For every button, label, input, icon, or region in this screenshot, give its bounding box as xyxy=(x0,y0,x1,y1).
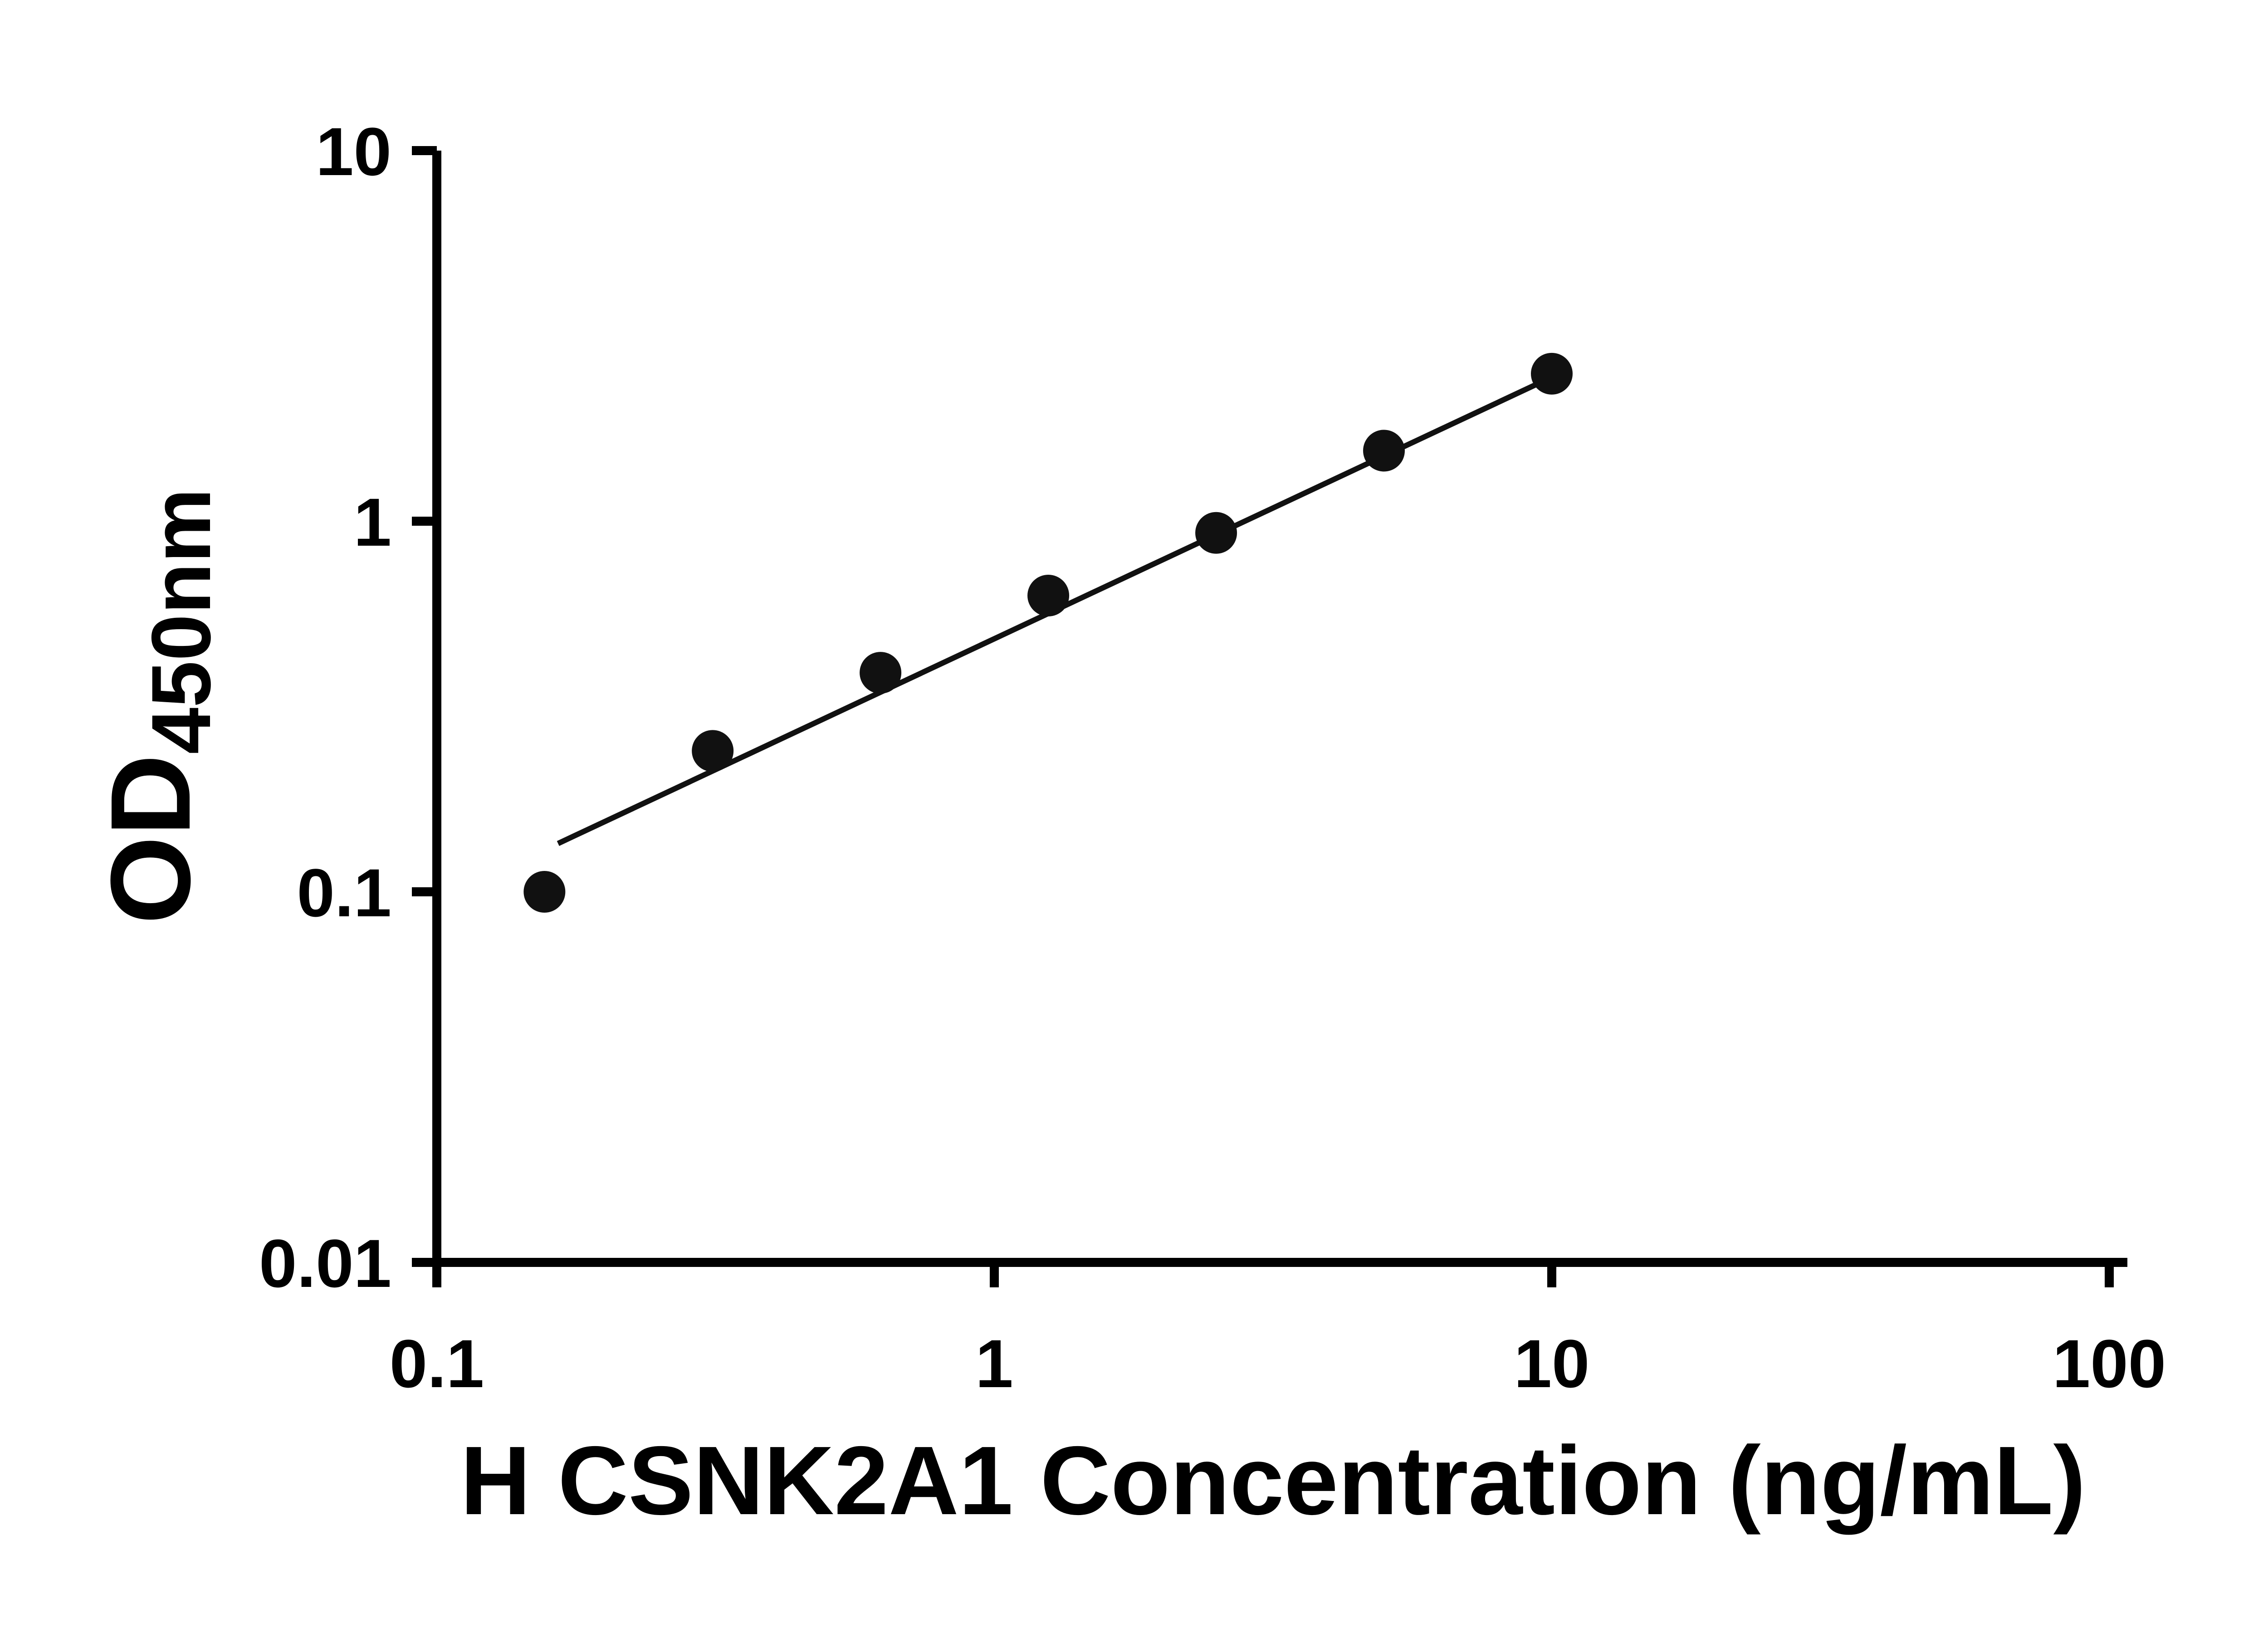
data-point xyxy=(860,652,902,694)
y-axis-title: OD450nm xyxy=(83,434,228,978)
y-axis-tick-label: 1 xyxy=(354,484,391,560)
y-axis-tick-label: 10 xyxy=(316,113,391,190)
x-axis-tick-label: 10 xyxy=(1514,1325,1590,1402)
y-axis-title-main: OD xyxy=(87,754,214,924)
x-axis-title: H CSNK2A1 Concentration (ng/mL) xyxy=(460,1426,2086,1535)
y-axis-title-subscript: 450nm xyxy=(135,488,228,754)
data-point xyxy=(1027,574,1070,616)
x-axis-tick-label: 1 xyxy=(975,1325,1013,1402)
y-axis-tick-label: 0.01 xyxy=(259,1225,391,1301)
x-axis-tick-label: 100 xyxy=(2053,1325,2166,1402)
y-axis-tick-label: 0.1 xyxy=(297,855,391,931)
data-point xyxy=(1195,512,1237,554)
data-point xyxy=(1531,352,1573,395)
data-point xyxy=(523,871,566,913)
data-point xyxy=(692,730,734,772)
data-point xyxy=(1363,430,1405,472)
x-axis-tick-label: 0.1 xyxy=(390,1325,484,1402)
